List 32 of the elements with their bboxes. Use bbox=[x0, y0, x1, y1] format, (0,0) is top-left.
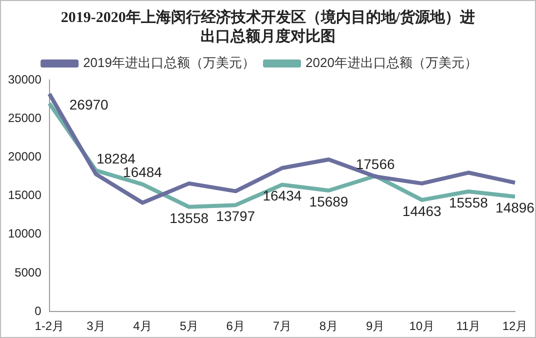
data-label: 16434 bbox=[262, 188, 302, 204]
x-tick-label: 1-2月 bbox=[34, 319, 64, 334]
data-label: 15689 bbox=[309, 193, 348, 210]
data-label: 14463 bbox=[402, 202, 442, 219]
x-tick-label: 11月 bbox=[456, 319, 481, 334]
y-tick-label: 5000 bbox=[14, 265, 42, 280]
x-tick-label: 12月 bbox=[502, 319, 528, 334]
data-label: 26970 bbox=[69, 96, 109, 112]
legend-label: 2020年进出口总额（万美元） bbox=[306, 55, 478, 70]
data-label: 13558 bbox=[170, 210, 209, 226]
y-tick-label: 25000 bbox=[8, 110, 42, 125]
x-tick-label: 9月 bbox=[366, 319, 385, 334]
chart-title: 2019-2020年上海闵行经济技术开发区（境内目的地/货源地）进出口总额月度对比图 bbox=[60, 9, 476, 47]
y-tick-label: 30000 bbox=[8, 72, 42, 86]
x-tick-label: 3月 bbox=[86, 319, 106, 334]
y-tick-label: 15000 bbox=[8, 188, 42, 202]
data-label: 14896 bbox=[496, 199, 535, 216]
x-tick-label: 4月 bbox=[133, 319, 152, 334]
data-label: 18284 bbox=[96, 150, 136, 166]
x-tick-label: 6月 bbox=[226, 319, 245, 334]
data-label: 15558 bbox=[448, 194, 488, 210]
data-label: 17566 bbox=[356, 156, 395, 172]
x-tick-label: 10月 bbox=[409, 319, 435, 334]
y-tick-label: 20000 bbox=[8, 150, 42, 164]
x-tick-label: 5月 bbox=[180, 319, 198, 334]
data-label: 16484 bbox=[123, 164, 162, 180]
y-tick-label: 0 bbox=[34, 304, 42, 318]
legend-label: 2019年进出口总额（万美元） bbox=[83, 55, 255, 70]
y-tick-label: 10000 bbox=[8, 226, 42, 241]
x-tick-label: 8月 bbox=[319, 319, 338, 334]
data-label: 13797 bbox=[216, 208, 256, 224]
x-tick-label: 7月 bbox=[272, 319, 292, 334]
